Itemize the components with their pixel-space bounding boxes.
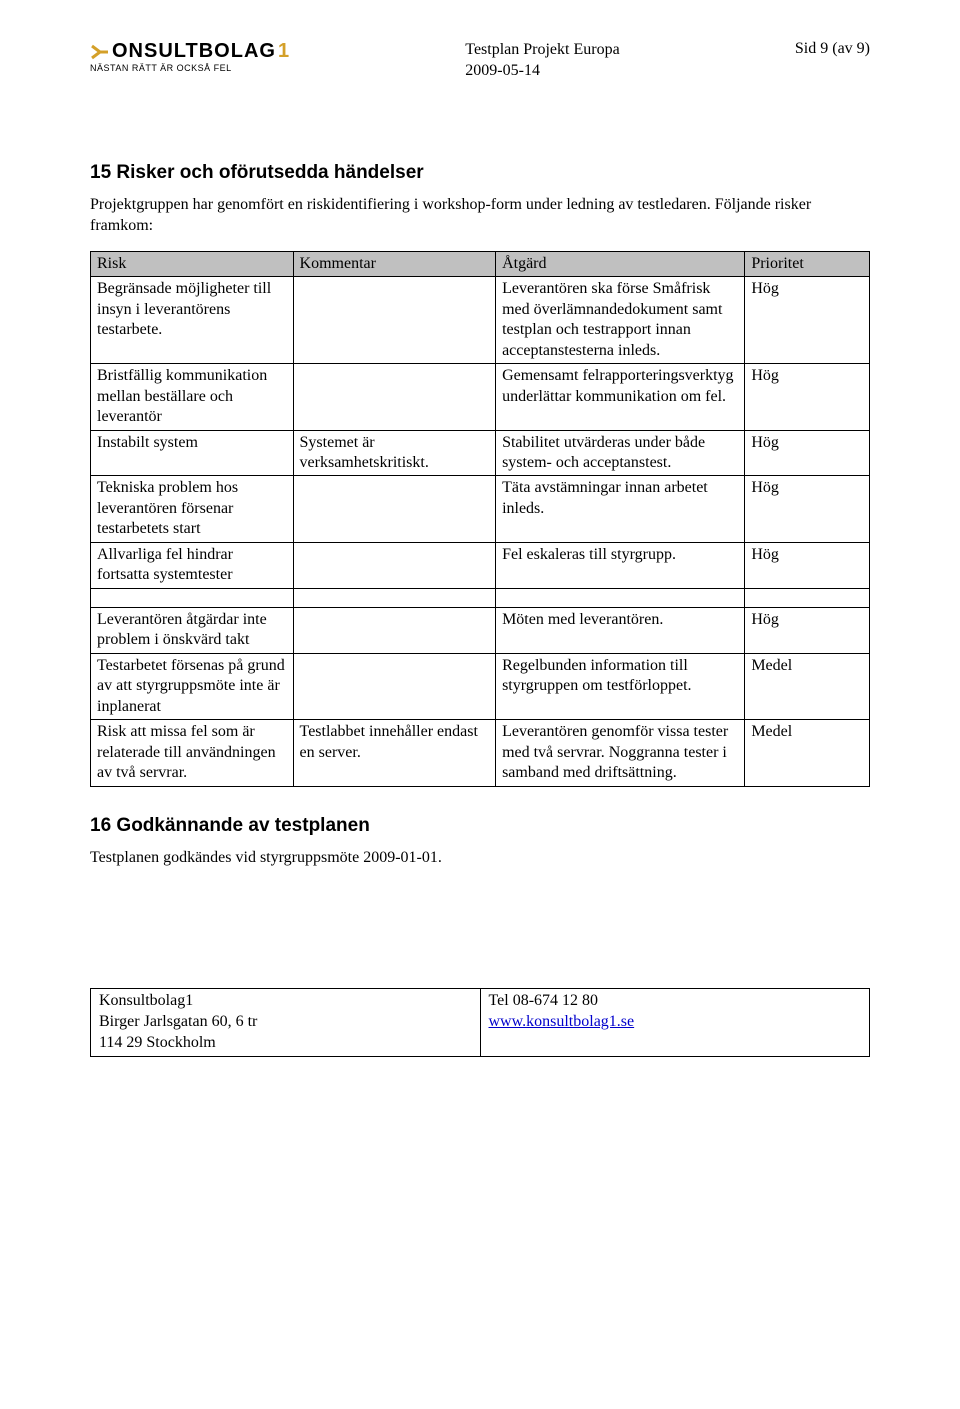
table-cell: Gemensamt felrapporteringsverktyg underl… — [496, 364, 745, 430]
risk-table-header-row: Risk Kommentar Åtgärd Prioritet — [91, 251, 870, 276]
table-cell: Möten med leverantören. — [496, 607, 745, 653]
doc-date: 2009-05-14 — [465, 61, 619, 82]
table-spacer-row — [91, 588, 870, 607]
risk-table: Risk Kommentar Åtgärd Prioritet Begränsa… — [90, 251, 870, 787]
doc-title: Testplan Projekt Europa — [465, 40, 619, 61]
table-cell: Hög — [745, 277, 870, 364]
table-cell — [293, 476, 496, 542]
table-row: Instabilt systemSystemet är verksamhetsk… — [91, 430, 870, 476]
table-cell — [293, 653, 496, 719]
footer-row: Konsultbolag1 Birger Jarlsgatan 60, 6 tr… — [91, 989, 870, 1056]
table-cell: Medel — [745, 720, 870, 786]
table-cell: Risk att missa fel som är relaterade til… — [91, 720, 294, 786]
table-row: Begränsade möjligheter till insyn i leve… — [91, 277, 870, 364]
table-row: Bristfällig kommunikation mellan beställ… — [91, 364, 870, 430]
table-cell: Systemet är verksamhetskritiskt. — [293, 430, 496, 476]
table-cell — [293, 542, 496, 588]
section-15-intro: Projektgruppen har genomfört en riskiden… — [90, 194, 870, 237]
table-cell: Tekniska problem hos leverantören försen… — [91, 476, 294, 542]
section-15-heading: 15 Risker och oförutsedda händelser — [90, 162, 870, 184]
table-cell — [293, 607, 496, 653]
table-cell: Leverantören ska förse Småfrisk med över… — [496, 277, 745, 364]
page-header: ONSULTBOLAG 1 NÄSTAN RÄTT ÄR OCKSÅ FEL T… — [90, 40, 870, 82]
table-row: Tekniska problem hos leverantören försen… — [91, 476, 870, 542]
logo-number-one: 1 — [278, 40, 290, 63]
table-cell: Regelbunden information till styrgruppen… — [496, 653, 745, 719]
table-row: Leverantören åtgärdar inte problem i öns… — [91, 607, 870, 653]
table-cell: Testlabbet innehåller endast en server. — [293, 720, 496, 786]
footer-address-line-2: 114 29 Stockholm — [99, 1033, 472, 1054]
table-cell: Allvarliga fel hindrar fortsatta systemt… — [91, 542, 294, 588]
table-cell: Leverantören åtgärdar inte problem i öns… — [91, 607, 294, 653]
footer-contact-cell: Tel 08-674 12 80 www.konsultbolag1.se — [480, 989, 870, 1056]
table-cell — [293, 364, 496, 430]
table-cell: Stabilitet utvärderas under både system-… — [496, 430, 745, 476]
footer-phone: Tel 08-674 12 80 — [489, 991, 862, 1012]
table-cell: Instabilt system — [91, 430, 294, 476]
footer-address-line-1: Birger Jarlsgatan 60, 6 tr — [99, 1012, 472, 1033]
page-number: Sid 9 (av 9) — [795, 40, 870, 58]
table-cell: Hög — [745, 607, 870, 653]
table-row: Allvarliga fel hindrar fortsatta systemt… — [91, 542, 870, 588]
logo-tagline: NÄSTAN RÄTT ÄR OCKSÅ FEL — [90, 63, 232, 73]
table-cell: Medel — [745, 653, 870, 719]
table-cell: Begränsade möjligheter till insyn i leve… — [91, 277, 294, 364]
page: ONSULTBOLAG 1 NÄSTAN RÄTT ÄR OCKSÅ FEL T… — [0, 0, 960, 1097]
table-row: Risk att missa fel som är relaterade til… — [91, 720, 870, 786]
table-cell: Testarbetet försenas på grund av att sty… — [91, 653, 294, 719]
table-row: Testarbetet försenas på grund av att sty… — [91, 653, 870, 719]
table-cell: Hög — [745, 476, 870, 542]
logo-text: ONSULTBOLAG — [112, 40, 276, 63]
section-16-body: Testplanen godkändes vid styrgruppsmöte … — [90, 847, 870, 869]
table-cell: Hög — [745, 430, 870, 476]
footer-company: Konsultbolag1 — [99, 991, 472, 1012]
table-cell: Bristfällig kommunikation mellan beställ… — [91, 364, 294, 430]
col-header-prioritet: Prioritet — [745, 251, 870, 276]
logo: ONSULTBOLAG 1 NÄSTAN RÄTT ÄR OCKSÅ FEL — [90, 40, 290, 73]
table-cell: Hög — [745, 364, 870, 430]
table-cell: Hög — [745, 542, 870, 588]
logo-main: ONSULTBOLAG 1 — [90, 40, 290, 63]
section-16-heading: 16 Godkännande av testplanen — [90, 815, 870, 837]
col-header-atgard: Åtgärd — [496, 251, 745, 276]
footer-table: Konsultbolag1 Birger Jarlsgatan 60, 6 tr… — [90, 988, 870, 1056]
col-header-kommentar: Kommentar — [293, 251, 496, 276]
logo-branch-icon — [90, 42, 110, 62]
table-cell: Leverantören genomför vissa tester med t… — [496, 720, 745, 786]
table-cell: Fel eskaleras till styrgrupp. — [496, 542, 745, 588]
header-doc-info: Testplan Projekt Europa 2009-05-14 — [465, 40, 619, 82]
col-header-risk: Risk — [91, 251, 294, 276]
table-cell: Täta avstämningar innan arbetet inleds. — [496, 476, 745, 542]
footer-website-link[interactable]: www.konsultbolag1.se — [489, 1013, 635, 1030]
table-cell — [293, 277, 496, 364]
footer-address-cell: Konsultbolag1 Birger Jarlsgatan 60, 6 tr… — [91, 989, 481, 1056]
